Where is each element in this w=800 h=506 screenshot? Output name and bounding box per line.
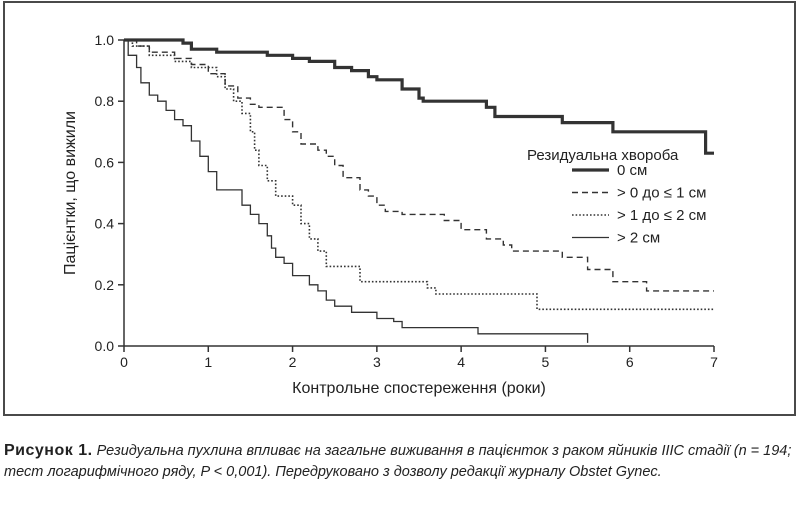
x-tick-label: 6 [626, 354, 634, 370]
x-tick-label: 7 [710, 354, 718, 370]
x-tick-label: 3 [373, 354, 381, 370]
y-tick-label: 0.0 [95, 338, 115, 354]
y-axis-title: Пацієнтки, що вижили [62, 111, 79, 275]
caption-label: Рисунок 1. [4, 442, 93, 459]
series-line-0 [124, 38, 714, 155]
figure-frame [3, 1, 796, 416]
x-tick-label: 1 [204, 354, 212, 370]
y-tick-label: 0.8 [95, 93, 115, 109]
survival-chart: 0 1 2 3 4 5 6 7 0.0 0.2 0.4 0.6 0.8 1.0 Резидуальна х… [62, 32, 719, 397]
x-tick-label: 0 [120, 354, 128, 370]
x-tick-label: 5 [542, 354, 550, 370]
y-tick-label: 0.6 [95, 154, 115, 170]
x-tick-label: 2 [289, 354, 297, 370]
series-lines [124, 38, 714, 343]
legend: Резидуальна хвороба 0 см > 0 до ≤ 1 см > 1… [527, 147, 706, 247]
x-axis-title: Контрольне спостереження (роки) [292, 380, 546, 397]
caption-text: Резидуальна пухлина впливає на загальне … [4, 443, 792, 480]
y-tick-label: 1.0 [95, 32, 115, 48]
series-line-1 [124, 39, 714, 292]
legend-label-0: 0 см [617, 162, 647, 179]
y-tick-label: 0.4 [95, 216, 115, 232]
axes: 0 1 2 3 4 5 6 7 0.0 0.2 0.4 0.6 0.8 1.0 [95, 32, 719, 370]
x-tick-label: 4 [457, 354, 465, 370]
y-tick-label: 0.2 [95, 277, 115, 293]
legend-label-3: > 2 см [617, 230, 660, 247]
legend-label-2: > 1 до ≤ 2 см [617, 207, 706, 224]
figure-caption: Рисунок 1. Резидуальна пухлина впливає н… [4, 440, 796, 483]
legend-title: Резидуальна хвороба [527, 147, 679, 164]
legend-label-1: > 0 до ≤ 1 см [617, 185, 706, 202]
series-line-3 [124, 39, 589, 343]
